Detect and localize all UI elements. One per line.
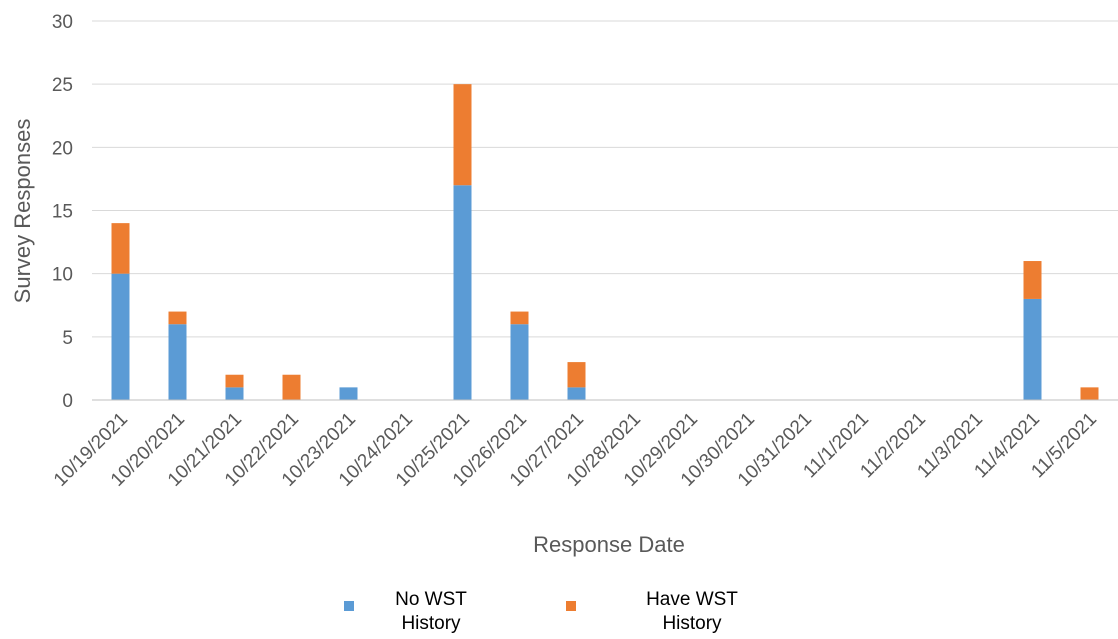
bar-have-wst-history-8 <box>567 362 586 388</box>
bar-have-wst-history-17 <box>1080 387 1099 400</box>
y-axis-ticks: 0 5 10 15 20 25 30 <box>52 12 73 412</box>
bar-have-wst-history-1 <box>168 311 187 325</box>
bar-no-wst-history-7 <box>510 324 529 400</box>
y-tick-label: 25 <box>52 75 73 96</box>
x-axis-title: Response Date <box>533 532 685 557</box>
bar-have-wst-history-6 <box>453 84 472 186</box>
bar-no-wst-history-2 <box>225 387 244 400</box>
bar-no-wst-history-4 <box>339 387 358 400</box>
gridlines <box>92 20 1118 338</box>
legend-label-have-wst-history: Have WST <box>646 589 738 610</box>
bar-no-wst-history-1 <box>168 324 187 400</box>
legend-label-no-wst-history: History <box>401 613 461 634</box>
y-tick-label: 10 <box>52 265 73 286</box>
bar-have-wst-history-0 <box>111 223 130 274</box>
bar-no-wst-history-0 <box>111 273 130 400</box>
legend-swatch-have-wst-history <box>566 601 576 611</box>
legend-label-have-wst-history: History <box>662 613 722 634</box>
bar-have-wst-history-2 <box>225 374 244 388</box>
x-axis-ticks: 10/19/202110/20/202110/21/202110/22/2021… <box>50 409 1101 491</box>
y-tick-label: 15 <box>52 202 73 223</box>
bar-have-wst-history-3 <box>282 374 301 400</box>
bar-have-wst-history-7 <box>510 311 529 325</box>
legend: No WST History Have WST History <box>344 589 738 634</box>
y-tick-label: 5 <box>62 328 73 349</box>
y-tick-label: 0 <box>62 391 73 412</box>
legend-swatch-no-wst-history <box>344 601 354 611</box>
y-axis-title: Survey Responses <box>10 119 35 304</box>
bar-no-wst-history-8 <box>567 387 586 400</box>
y-tick-label: 20 <box>52 138 73 159</box>
bar-no-wst-history-16 <box>1023 298 1042 400</box>
y-tick-label: 30 <box>52 12 73 33</box>
bars <box>111 84 1099 400</box>
legend-label-no-wst-history: No WST <box>395 589 467 610</box>
bar-have-wst-history-16 <box>1023 261 1042 299</box>
bar-no-wst-history-6 <box>453 185 472 400</box>
